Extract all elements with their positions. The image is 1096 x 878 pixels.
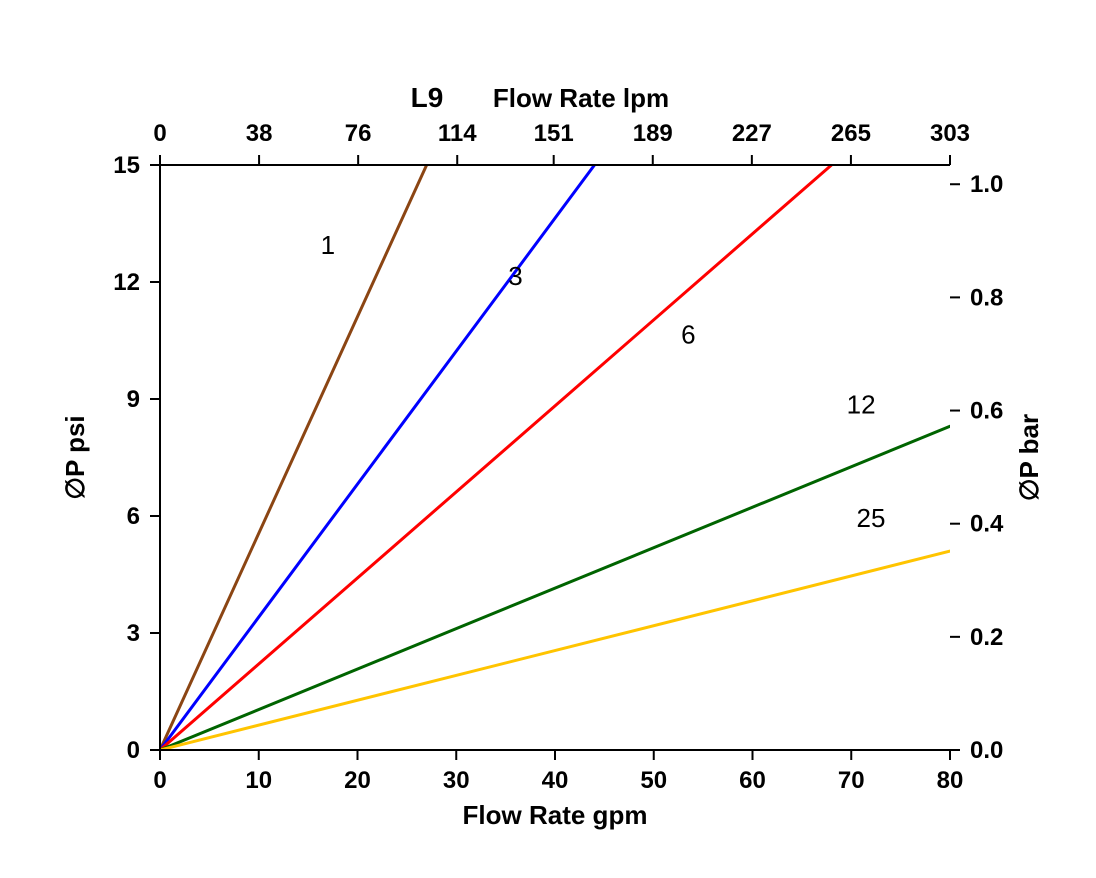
y-left-title: ∅P psi (60, 415, 90, 499)
series-label-12: 12 (847, 390, 876, 420)
y-left-tick-label: 6 (127, 503, 140, 530)
series-label-1: 1 (321, 230, 335, 260)
y-left-tick-label: 15 (113, 152, 140, 179)
x-top-tick-label: 76 (345, 120, 372, 147)
y-left-tick-label: 9 (127, 386, 140, 413)
x-top-tick-label: 227 (732, 120, 772, 147)
x-bottom-tick-label: 20 (344, 767, 371, 794)
x-top-tick-label: 114 (438, 120, 477, 147)
x-bottom-tick-label: 60 (739, 767, 766, 794)
y-right-tick-label: 1.0 (970, 171, 1003, 198)
x-top-tick-label: 189 (633, 120, 673, 147)
x-top-tick-label: 0 (153, 120, 166, 147)
x-bottom-tick-label: 80 (937, 767, 964, 794)
x-bottom-tick-label: 0 (153, 767, 166, 794)
y-left-tick-label: 12 (113, 269, 140, 296)
chart-svg: 136122501020304050607080Flow Rate gpm038… (0, 0, 1096, 878)
x-bottom-tick-label: 30 (443, 767, 470, 794)
x-bottom-tick-label: 70 (838, 767, 865, 794)
x-bottom-tick-label: 50 (640, 767, 667, 794)
y-left-tick-label: 0 (127, 737, 140, 764)
x-bottom-tick-label: 10 (245, 767, 272, 794)
x-bottom-tick-label: 40 (542, 767, 569, 794)
x-top-tick-label: 265 (831, 120, 871, 147)
x-top-title: Flow Rate lpm (493, 83, 669, 113)
y-right-tick-label: 0.4 (970, 511, 1004, 538)
series-label-25: 25 (857, 503, 886, 533)
flow-pressure-chart: 136122501020304050607080Flow Rate gpm038… (0, 0, 1096, 878)
y-left-tick-label: 3 (127, 620, 140, 647)
x-bottom-title: Flow Rate gpm (463, 800, 648, 830)
y-right-title: ∅P bar (1014, 414, 1044, 501)
x-top-tick-label: 38 (246, 120, 273, 147)
y-right-tick-label: 0.0 (970, 737, 1003, 764)
y-right-tick-label: 0.2 (970, 624, 1003, 651)
series-label-6: 6 (681, 319, 695, 349)
title-prefix: L9 (411, 82, 444, 113)
y-right-tick-label: 0.6 (970, 398, 1003, 425)
y-right-tick-label: 0.8 (970, 284, 1003, 311)
x-top-tick-label: 303 (930, 120, 970, 147)
series-label-3: 3 (508, 261, 522, 291)
x-top-tick-label: 151 (534, 120, 574, 147)
